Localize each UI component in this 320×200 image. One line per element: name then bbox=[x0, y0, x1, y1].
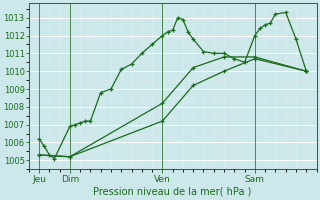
X-axis label: Pression niveau de la mer( hPa ): Pression niveau de la mer( hPa ) bbox=[93, 187, 252, 197]
